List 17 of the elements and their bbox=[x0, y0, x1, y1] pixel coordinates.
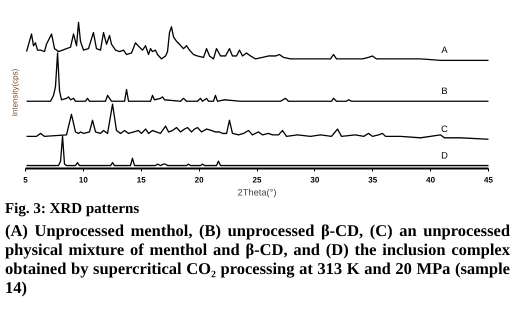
x-axis-title: 2Theta(°) bbox=[238, 188, 276, 198]
series-label: C bbox=[441, 124, 448, 134]
x-tick-label: 15 bbox=[136, 176, 146, 184]
x-tick-label: 40 bbox=[426, 176, 436, 184]
x-tick-label: 5 bbox=[23, 176, 28, 184]
series-label: B bbox=[441, 86, 448, 96]
x-tick-label: 20 bbox=[194, 176, 204, 184]
x-tick-label: 30 bbox=[310, 176, 320, 184]
x-tick-label: 45 bbox=[484, 176, 494, 184]
y-axis-title: Intensity(cps) bbox=[10, 68, 20, 116]
x-tick-label: 10 bbox=[78, 176, 88, 184]
text: (A) Unprocessed menthol, (B) unprocessed β-CD, (C) an unprocessed physical mixture of menthol and β-CD, and (D) the inclusion complex obtained by supercritical CO₂ processing at 313 K and 20 MPa (sample 14) bbox=[5, 221, 510, 297]
x-tick-label: 25 bbox=[252, 176, 262, 184]
text: Fig. 3: XRD patterns bbox=[5, 200, 140, 219]
x-tick-label: 35 bbox=[368, 176, 378, 184]
series-label: A bbox=[441, 45, 448, 56]
series-label: D bbox=[441, 150, 448, 160]
